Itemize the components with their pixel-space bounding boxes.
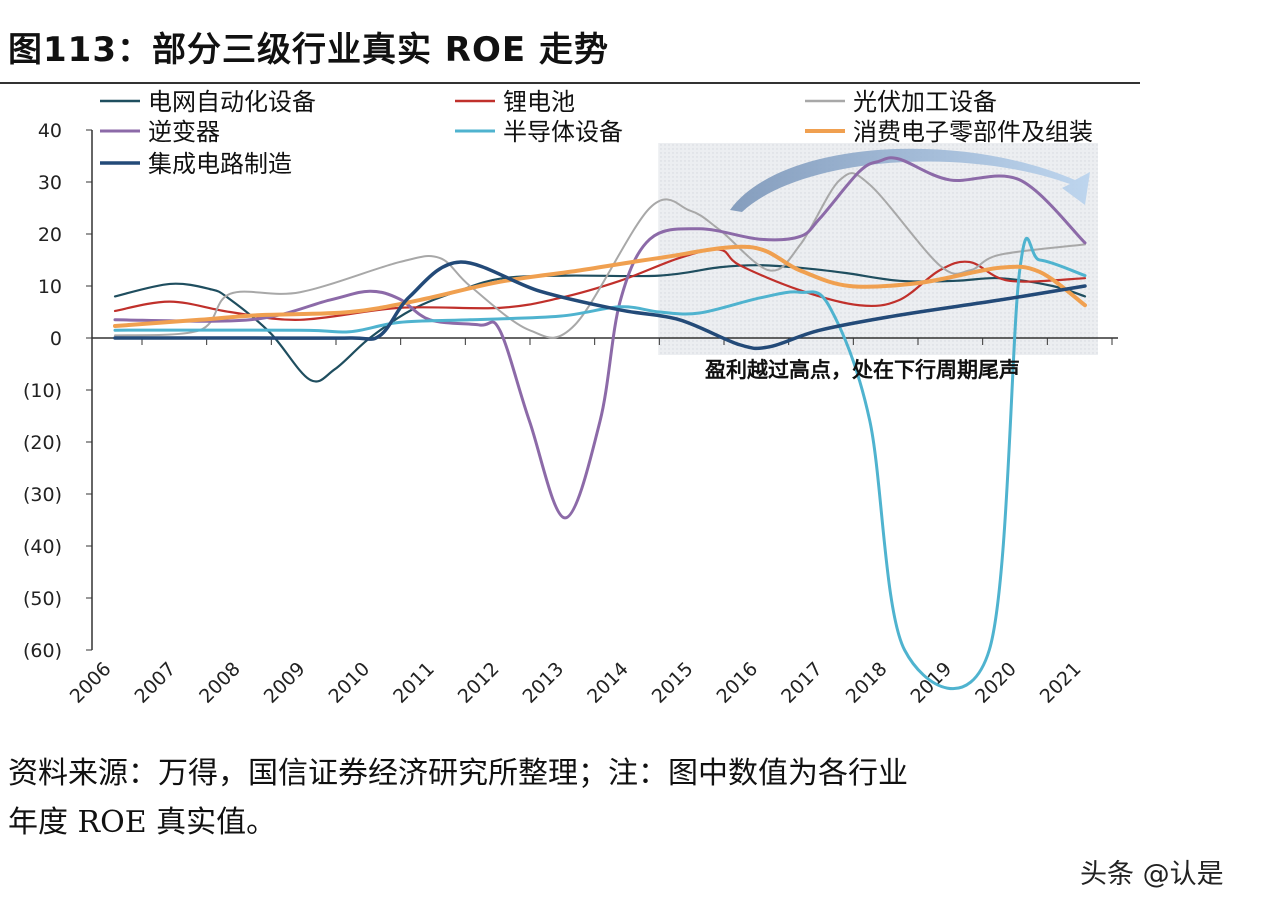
x-tick-label: 2008 (195, 658, 245, 708)
y-tick-label: (20) (23, 432, 62, 454)
trend-arrow-icon (730, 148, 1090, 212)
chart-annotation: 盈利越过高点，处在下行周期尾声 (704, 358, 1020, 382)
x-tick-label: 2015 (648, 658, 698, 708)
x-tick-label: 2021 (1036, 658, 1086, 708)
legend-label: 集成电路制造 (148, 150, 292, 178)
series-line-7 (113, 260, 1087, 351)
source-note-line-1: 资料来源：万得，国信证券经济研究所整理；注：图中数值为各行业 (8, 756, 908, 791)
series-line-5 (113, 237, 1087, 691)
series-line-3 (114, 172, 1086, 339)
y-tick-label: (30) (23, 484, 62, 506)
x-tick-label: 2010 (324, 658, 374, 708)
series-line-6 (113, 244, 1087, 329)
legend-label: 光伏加工设备 (853, 88, 997, 116)
figure-title: 图113：部分三级行业真实 ROE 走势 (8, 30, 609, 70)
x-tick-label: 2009 (260, 658, 310, 708)
watermark: 头条 @认是 (1080, 859, 1224, 890)
x-tick-label: 2013 (518, 658, 568, 708)
x-tick-label: 2014 (583, 658, 633, 708)
y-tick-label: (50) (23, 588, 62, 610)
series-line-4 (113, 156, 1087, 520)
y-tick-label: 20 (38, 224, 62, 246)
y-tick-label: 0 (50, 328, 62, 350)
source-note-line-2: 年度 ROE 真实值。 (8, 805, 277, 840)
legend-label: 锂电池 (503, 88, 575, 116)
x-tick-label: 2012 (454, 658, 504, 708)
legend-label: 半导体设备 (503, 118, 623, 146)
y-tick-label: 10 (38, 276, 62, 298)
legend-label: 逆变器 (148, 118, 220, 146)
x-tick-label: 2018 (842, 658, 892, 708)
legend-label: 电网自动化设备 (148, 88, 316, 116)
x-tick-label: 2011 (389, 658, 439, 708)
y-tick-label: 40 (38, 120, 62, 142)
y-tick-label: 30 (38, 172, 62, 194)
x-tick-label: 2016 (712, 658, 762, 708)
title-divider (0, 82, 1140, 84)
x-tick-label: 2020 (971, 658, 1021, 708)
x-tick-label: 2007 (130, 658, 180, 708)
y-tick-label: (40) (23, 536, 62, 558)
legend-label: 消费电子零部件及组装 (853, 118, 1093, 146)
y-tick-label: (60) (23, 640, 62, 662)
y-tick-label: (10) (23, 380, 62, 402)
x-tick-label: 2006 (66, 658, 116, 708)
x-tick-label: 2017 (777, 658, 827, 708)
